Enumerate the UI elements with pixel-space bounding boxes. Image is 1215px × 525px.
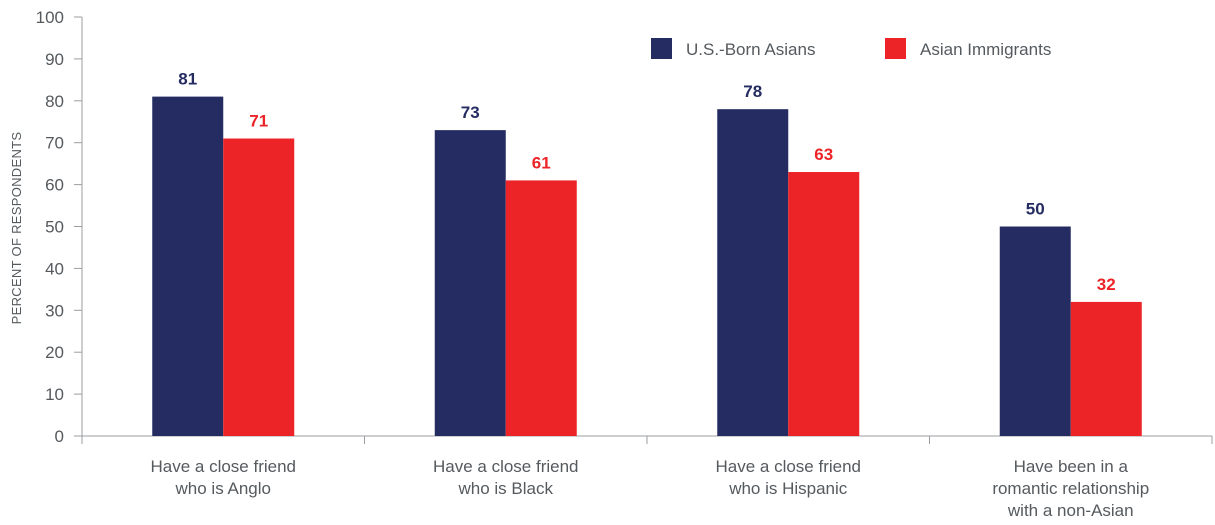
- bar: [505, 180, 577, 436]
- bar: [999, 226, 1071, 436]
- x-tick-label-line: romantic relationship: [992, 479, 1149, 498]
- x-tick-label-line: with a non-Asian: [1007, 501, 1134, 520]
- x-tick-label: Have a close friend who is Anglo: [150, 457, 296, 498]
- y-tick-label: 90: [45, 50, 64, 69]
- data-label: 81: [178, 70, 197, 89]
- bar: [1070, 301, 1142, 436]
- y-axis-label: PERCENT OF RESPONDENTS: [9, 132, 24, 325]
- bars: [152, 96, 1142, 437]
- y-tick-label: 80: [45, 92, 64, 111]
- bar: [717, 109, 789, 437]
- y-tick-label: 40: [45, 259, 64, 278]
- bar: [434, 130, 506, 436]
- x-tick-label-line: who is Anglo: [175, 479, 271, 498]
- data-label: 61: [532, 153, 551, 172]
- y-tick-label: 20: [45, 343, 64, 362]
- legend-label: Asian Immigrants: [920, 40, 1051, 59]
- data-label: 63: [814, 145, 833, 164]
- axes: PERCENT OF RESPONDENTS 0 10 20 30 40 50 60 70 80…: [9, 8, 1213, 520]
- x-tick-label-line: who is Hispanic: [728, 479, 848, 498]
- data-labels: 81 71 73 61 78 63 50 32: [178, 70, 1115, 294]
- y-tick-label: 70: [45, 134, 64, 153]
- bar: [788, 172, 860, 436]
- x-tick-label-line: Have a close friend: [433, 457, 579, 476]
- y-tick-label: 30: [45, 301, 64, 320]
- data-label: 78: [743, 82, 762, 101]
- y-tick-label: 10: [45, 385, 64, 404]
- x-tick-label-line: Have a close friend: [715, 457, 861, 476]
- x-tick-label: Have a close friend who is Black: [433, 457, 579, 498]
- data-label: 50: [1026, 200, 1045, 219]
- legend: U.S.-Born Asians Asian Immigrants: [651, 38, 1051, 59]
- legend-swatch: [651, 38, 672, 59]
- legend-label: U.S.-Born Asians: [686, 40, 815, 59]
- y-tick-label: 100: [36, 8, 64, 27]
- x-tick-label: Have been in a romantic relationship with …: [992, 457, 1149, 520]
- x-tick-label: Have a close friend who is Hispanic: [715, 457, 861, 498]
- bar: [223, 138, 295, 436]
- legend-swatch: [885, 38, 906, 59]
- bar: [152, 96, 224, 437]
- x-tick-label-line: Have been in a: [1014, 457, 1129, 476]
- x-tick-label-line: who is Black: [458, 479, 554, 498]
- data-label: 73: [461, 103, 480, 122]
- data-label: 32: [1097, 275, 1116, 294]
- x-tick-label-line: Have a close friend: [150, 457, 296, 476]
- y-tick-label: 50: [45, 218, 64, 237]
- y-tick-label: 60: [45, 176, 64, 195]
- data-label: 71: [249, 112, 268, 131]
- y-tick-label: 0: [55, 427, 64, 446]
